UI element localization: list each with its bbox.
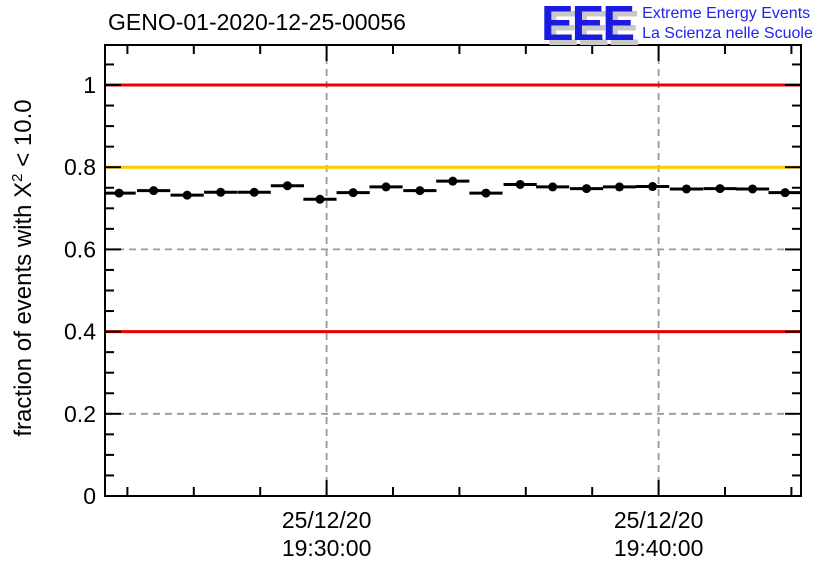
y-axis-title-pre: fraction of events with X — [10, 181, 37, 437]
y-tick-label: 1 — [83, 72, 96, 98]
y-axis-title-sup: 2 — [9, 173, 26, 182]
data-point — [282, 181, 292, 191]
data-point — [315, 194, 325, 204]
y-tick-label: 0.8 — [64, 154, 96, 180]
x-tick-label-time: 19:40:00 — [614, 535, 704, 561]
x-tick-label-date: 25/12/20 — [614, 507, 704, 533]
data-point — [548, 182, 558, 192]
x-tick-label-date: 25/12/20 — [282, 507, 372, 533]
data-point — [415, 186, 425, 196]
data-point — [348, 188, 358, 198]
data-point — [614, 182, 624, 192]
data-point — [715, 184, 725, 194]
data-point — [448, 176, 458, 186]
data-point — [149, 186, 159, 196]
data-point — [748, 184, 758, 194]
logo-tagline-line2: La Scienza nelle Scuole — [642, 25, 813, 42]
eee-logo-tagline: Extreme Energy Events La Scienza nelle S… — [642, 4, 813, 44]
data-point — [481, 188, 491, 198]
data-point — [249, 187, 259, 197]
y-axis-title-post: < 10.0 — [10, 99, 37, 174]
data-point — [381, 182, 391, 192]
eee-logo: EEE Extreme Energy Events La Scienza nel… — [541, 0, 813, 51]
data-point — [780, 188, 790, 198]
logo-tagline-line1: Extreme Energy Events — [642, 5, 811, 22]
plot-frame — [104, 44, 802, 497]
y-tick-label: 0.4 — [64, 319, 96, 345]
page-title: GENO-01-2020-12-25-00056 — [108, 9, 406, 35]
eee-logo-acronym: EEE — [541, 0, 635, 51]
y-axis-title: fraction of events with X2 < 10.0 — [9, 48, 37, 488]
y-tick-label: 0.6 — [64, 236, 96, 262]
data-point — [582, 184, 592, 194]
data-point — [114, 188, 124, 198]
data-point — [681, 184, 691, 194]
y-tick-label: 0 — [83, 483, 96, 509]
x-tick-label-time: 19:30:00 — [282, 535, 372, 561]
data-point — [515, 179, 525, 189]
data-point — [216, 187, 226, 197]
data-point — [182, 190, 192, 200]
data-point — [648, 182, 658, 192]
y-tick-label: 0.2 — [64, 401, 96, 427]
